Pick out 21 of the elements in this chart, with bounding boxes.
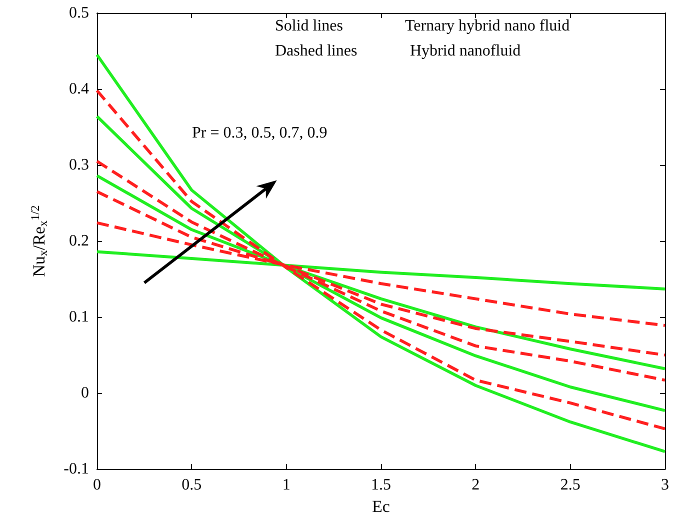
x-tick-label: 2 — [472, 476, 480, 494]
y-tick-label: 0.1 — [69, 308, 89, 326]
x-tick-label: 1 — [282, 476, 290, 494]
annotation: Pr = 0.3, 0.5, 0.7, 0.9 — [192, 124, 328, 142]
x-tick-label: 0.5 — [182, 476, 202, 494]
x-tick-label: 3 — [661, 476, 669, 494]
y-tick-label: 0.4 — [69, 80, 89, 98]
y-tick-label: 0 — [81, 384, 89, 402]
annotation: Dashed lines — [275, 42, 358, 60]
x-tick-label: 1.5 — [371, 476, 391, 494]
x-tick-label: 2.5 — [560, 476, 580, 494]
y-tick-label: -0.1 — [64, 460, 89, 478]
x-axis-title: Ec — [372, 497, 390, 516]
y-tick-label: 0.3 — [69, 156, 89, 174]
x-tick-label: 0 — [93, 476, 101, 494]
y-tick-label: 0.5 — [69, 4, 89, 22]
annotation: Solid lines — [275, 18, 344, 34]
annotation: Hybrid nanofluid — [410, 42, 521, 60]
y-tick-label: 0.2 — [69, 232, 89, 250]
annotation: Ternary hybrid nano fluid — [405, 18, 570, 34]
y-axis-title: Nux/Rex1/2 — [28, 205, 50, 277]
